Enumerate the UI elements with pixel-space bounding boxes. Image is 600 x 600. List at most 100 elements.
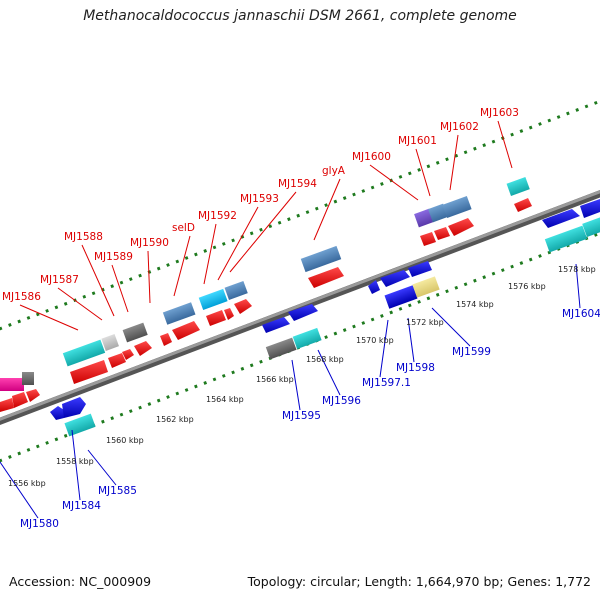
gene-feature[interactable] bbox=[224, 280, 248, 300]
gene-feature[interactable] bbox=[62, 397, 86, 418]
gene-feature[interactable] bbox=[0, 378, 24, 391]
track-dot bbox=[138, 405, 142, 410]
gene-feature[interactable] bbox=[580, 199, 600, 218]
gene-label-top[interactable]: MJ1589 bbox=[94, 251, 133, 263]
gene-label-top[interactable]: MJ1590 bbox=[130, 237, 169, 249]
gene-feature[interactable] bbox=[122, 349, 134, 360]
gene-feature[interactable] bbox=[198, 288, 228, 311]
track-dot bbox=[194, 384, 198, 389]
gene-feature[interactable] bbox=[262, 317, 290, 333]
gene-feature[interactable] bbox=[50, 406, 64, 420]
gene-feature[interactable] bbox=[542, 209, 580, 228]
gene-label-bottom[interactable]: MJ1596 bbox=[322, 395, 361, 407]
gene-feature[interactable] bbox=[368, 280, 380, 294]
gene-label-top[interactable]: MJ1588 bbox=[64, 231, 103, 243]
gene-features[interactable] bbox=[0, 176, 600, 437]
track-dot bbox=[593, 232, 598, 237]
gene-feature[interactable] bbox=[206, 310, 226, 326]
gene-feature[interactable] bbox=[224, 308, 234, 320]
gene-feature[interactable] bbox=[134, 341, 152, 356]
gene-feature[interactable] bbox=[544, 225, 588, 253]
gene-label-top[interactable]: MJ1586 bbox=[2, 291, 41, 303]
track-dot bbox=[110, 284, 115, 289]
track-dot bbox=[296, 213, 301, 218]
track-dot bbox=[463, 150, 468, 155]
gene-feature[interactable] bbox=[408, 261, 432, 277]
gene-feature[interactable] bbox=[122, 322, 148, 343]
gene-feature[interactable] bbox=[506, 176, 530, 196]
track-dot bbox=[398, 306, 403, 311]
gene-feature[interactable] bbox=[308, 267, 344, 288]
gene-labels[interactable]: MJ1586 MJ1587 MJ1588 MJ1589 MJ1590selDMJ1592… bbox=[2, 107, 600, 530]
gene-feature[interactable] bbox=[22, 372, 34, 385]
track-dot bbox=[324, 203, 328, 208]
gene-feature[interactable] bbox=[12, 392, 28, 408]
gene-feature[interactable] bbox=[292, 327, 322, 350]
track-dot bbox=[166, 395, 170, 399]
track-dot bbox=[110, 416, 115, 421]
gene-label-bottom[interactable]: MJ1585 bbox=[98, 485, 137, 497]
gene-label-bottom[interactable]: MJ1597.1 bbox=[362, 377, 411, 389]
gene-feature[interactable] bbox=[420, 232, 436, 246]
gene-label-top[interactable]: MJ1594 bbox=[278, 178, 317, 190]
gene-feature[interactable] bbox=[101, 333, 119, 351]
track-dot bbox=[35, 444, 40, 449]
gene-feature[interactable] bbox=[414, 208, 434, 228]
gene-label-top[interactable]: selD bbox=[172, 222, 195, 234]
gene-feature[interactable] bbox=[434, 227, 450, 240]
gene-label-top[interactable]: MJ1587 bbox=[40, 274, 79, 286]
track-dot bbox=[380, 314, 384, 318]
track-dot bbox=[500, 268, 505, 273]
gene-label-top[interactable]: MJ1603 bbox=[480, 107, 519, 119]
gene-feature[interactable] bbox=[234, 299, 252, 314]
scale-labels: 1556 kbp 1558 kbp 1560 kbp 1562 kbp 1564 kbp… bbox=[8, 265, 596, 488]
gene-label-top[interactable]: glyA bbox=[322, 165, 346, 177]
gene-label-top[interactable]: MJ1592 bbox=[198, 210, 237, 222]
scale-tick-label: 1564 kbp bbox=[206, 395, 244, 404]
gene-label-top[interactable]: MJ1600 bbox=[352, 151, 391, 163]
gene-label-bottom[interactable]: MJ1580 bbox=[20, 518, 59, 530]
gene-feature[interactable] bbox=[62, 339, 106, 367]
gene-feature[interactable] bbox=[428, 203, 448, 223]
gene-feature[interactable] bbox=[448, 218, 474, 236]
gene-feature[interactable] bbox=[64, 413, 96, 437]
gene-label-bottom[interactable]: MJ1595 bbox=[282, 410, 321, 422]
gene-label-top[interactable]: MJ1601 bbox=[398, 135, 437, 147]
track-dot bbox=[398, 174, 403, 179]
gene-label-bottom[interactable]: MJ1584 bbox=[62, 500, 101, 512]
gene-feature[interactable] bbox=[265, 337, 297, 360]
gene-label-bottom[interactable]: MJ1598 bbox=[396, 362, 435, 374]
gene-feature[interactable] bbox=[288, 304, 318, 321]
gene-feature[interactable] bbox=[160, 333, 172, 346]
gene-feature[interactable] bbox=[384, 285, 418, 309]
track-dot bbox=[519, 261, 524, 265]
gene-label-bottom[interactable]: MJ1604 bbox=[562, 308, 600, 320]
track-dot bbox=[268, 224, 273, 229]
track-dot bbox=[370, 185, 375, 190]
track-dot bbox=[426, 296, 431, 301]
gene-feature[interactable] bbox=[0, 398, 14, 412]
gene-feature[interactable] bbox=[70, 360, 108, 384]
scale-tick-label: 1562 kbp bbox=[156, 415, 194, 424]
track-dot bbox=[556, 115, 561, 119]
gene-feature[interactable] bbox=[162, 302, 196, 325]
gene-feature[interactable] bbox=[26, 389, 40, 402]
gene-label-bottom[interactable]: MJ1599 bbox=[452, 346, 491, 358]
gene-feature[interactable] bbox=[380, 270, 410, 287]
track-dot bbox=[473, 278, 477, 283]
gene-feature[interactable] bbox=[108, 353, 126, 368]
gene-feature[interactable] bbox=[300, 245, 342, 273]
scale-tick-label: 1566 kbp bbox=[256, 375, 294, 384]
track-dot bbox=[156, 266, 161, 271]
track-dot bbox=[435, 292, 440, 297]
gene-label-top[interactable]: MJ1602 bbox=[440, 121, 479, 133]
track-dot bbox=[128, 409, 133, 414]
gene-label-top[interactable]: MJ1593 bbox=[240, 193, 279, 205]
track-dot bbox=[240, 366, 245, 371]
gene-feature[interactable] bbox=[514, 198, 532, 212]
gene-feature[interactable] bbox=[172, 321, 200, 340]
track-dot bbox=[8, 323, 12, 327]
gene-feature[interactable] bbox=[412, 276, 440, 298]
gene-feature[interactable] bbox=[442, 195, 472, 219]
